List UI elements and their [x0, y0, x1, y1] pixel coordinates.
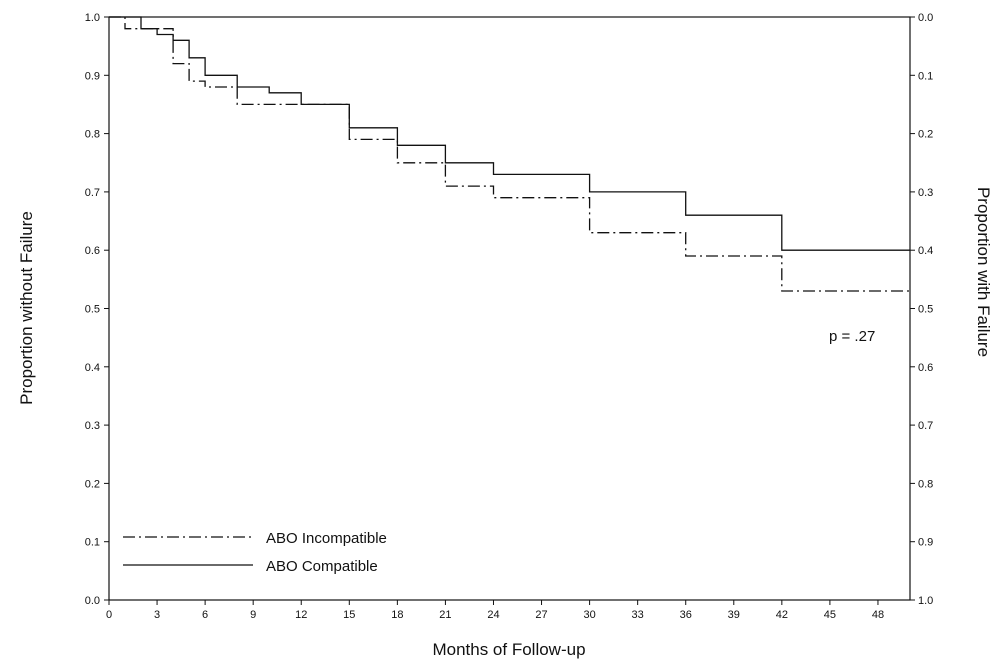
y-tick-label: 0.3: [85, 420, 100, 432]
y2-tick-label: 0.8: [918, 478, 933, 490]
y-tick-label: 0.2: [85, 478, 100, 490]
x-tick-label: 39: [728, 609, 740, 621]
y-tick-label: 1.0: [85, 12, 100, 24]
x-tick-label: 21: [439, 609, 451, 621]
x-tick-label: 36: [680, 609, 692, 621]
y2-tick-label: 0.0: [918, 12, 933, 24]
y2-axis-title: Proportion with Failure: [974, 187, 993, 357]
x-tick-label: 42: [776, 609, 788, 621]
y2-tick-label: 1.0: [918, 595, 933, 607]
y2-tick-label: 0.9: [918, 537, 933, 549]
legend-label-incompatible: ABO Incompatible: [266, 530, 387, 547]
x-tick-label: 33: [632, 609, 644, 621]
y-tick-label: 0.6: [85, 245, 100, 257]
y-axis-right: 1.0 0.9 0.8 0.7 0.6 0.5 0.4 0.3 0.2 0.1 0.0: [910, 12, 933, 607]
y2-tick-label: 0.2: [918, 129, 933, 141]
y-axis-left: 0.0 0.1 0.2 0.3 0.4 0.5 0.6 0.7 0.8 0.9 1.0: [85, 12, 109, 607]
y2-tick-label: 0.6: [918, 362, 933, 374]
series-layer: [109, 16, 910, 292]
series-line-abo-incompatible: [109, 16, 910, 292]
x-tick-label: 9: [250, 609, 256, 621]
y-tick-label: 0.7: [85, 187, 100, 199]
y2-tick-label: 0.4: [918, 245, 933, 257]
x-tick-label: 12: [295, 609, 307, 621]
legend-label-compatible: ABO Compatible: [266, 558, 378, 575]
p-value-annotation: p = .27: [829, 328, 875, 345]
y2-tick-label: 0.3: [918, 187, 933, 199]
y-tick-label: 0.9: [85, 70, 100, 82]
y2-tick-label: 0.5: [918, 304, 933, 316]
x-tick-label: 6: [202, 609, 208, 621]
legend: ABO Incompatible ABO Compatible: [123, 530, 387, 575]
x-axis: 0 3 6 9 12 15 18 21 24 27 30 33 36 39 42 45 48: [106, 600, 884, 621]
x-tick-label: 18: [391, 609, 403, 621]
x-tick-label: 27: [535, 609, 547, 621]
x-tick-label: 30: [583, 609, 595, 621]
x-axis-title: Months of Follow-up: [432, 640, 585, 659]
y-tick-label: 0.5: [85, 304, 100, 316]
plot-frame: [108, 16, 911, 601]
x-tick-label: 0: [106, 609, 112, 621]
y-tick-label: 0.4: [85, 362, 100, 374]
series-line-abo-compatible: [109, 16, 910, 251]
y-tick-label: 0.8: [85, 129, 100, 141]
y2-tick-label: 0.7: [918, 420, 933, 432]
y-tick-label: 0.0: [85, 595, 100, 607]
x-tick-label: 15: [343, 609, 355, 621]
x-tick-label: 24: [487, 609, 499, 621]
x-tick-label: 48: [872, 609, 884, 621]
y-tick-label: 0.1: [85, 537, 100, 549]
x-tick-label: 45: [824, 609, 836, 621]
x-tick-label: 3: [154, 609, 160, 621]
y-axis-title: Proportion without Failure: [17, 211, 36, 405]
y2-tick-label: 0.1: [918, 70, 933, 82]
